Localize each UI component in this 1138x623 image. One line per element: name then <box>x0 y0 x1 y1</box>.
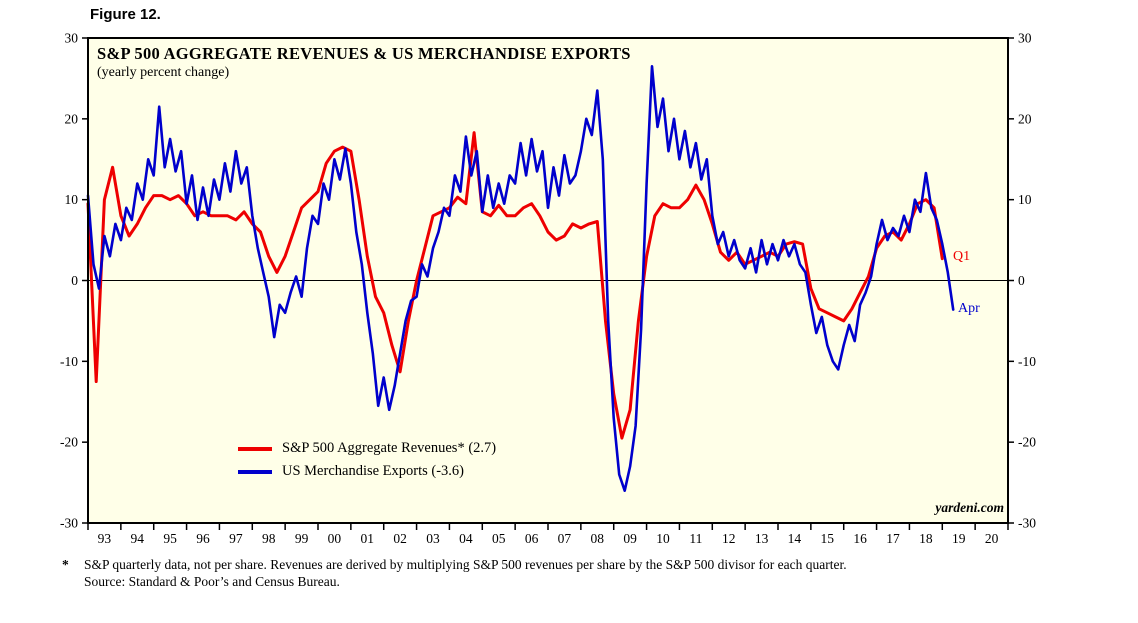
series-line-exports <box>86 65 955 493</box>
footnote-line2: Source: Standard & Poor’s and Census Bur… <box>84 574 340 589</box>
legend: S&P 500 Aggregate Revenues* (2.7) US Mer… <box>238 437 496 483</box>
footnote: * S&P quarterly data, not per share. Rev… <box>62 556 847 590</box>
y-axis-label-left: -10 <box>60 354 78 369</box>
legend-item-revenues: S&P 500 Aggregate Revenues* (2.7) <box>238 437 496 460</box>
legend-swatch-exports <box>238 469 272 474</box>
x-axis-label: 14 <box>788 531 802 546</box>
x-axis-label: 97 <box>229 531 243 546</box>
y-axis-label-left: 20 <box>65 111 79 126</box>
x-axis-label: 12 <box>722 531 736 546</box>
chart-title: S&P 500 AGGREGATE REVENUES & US MERCHAND… <box>97 44 631 63</box>
x-axis-label: 99 <box>295 531 309 546</box>
x-axis-label: 93 <box>98 531 112 546</box>
figure-label: Figure 12. <box>90 6 161 23</box>
x-axis-label: 19 <box>952 531 966 546</box>
x-axis-label: 05 <box>492 531 506 546</box>
x-axis-label: 98 <box>262 531 276 546</box>
x-axis-label: 08 <box>591 531 605 546</box>
series-line-revenues <box>86 131 944 440</box>
chart-subtitle: (yearly percent change) <box>97 65 230 80</box>
y-axis-label-right: 0 <box>1018 273 1025 288</box>
footnote-line1: S&P quarterly data, not per share. Reven… <box>84 557 847 572</box>
x-axis-label: 10 <box>656 531 670 546</box>
x-axis-label: 07 <box>558 531 572 546</box>
y-axis-label-right: 10 <box>1018 192 1032 207</box>
legend-label-revenues: S&P 500 Aggregate Revenues* (2.7) <box>282 440 497 456</box>
y-axis-label-right: -10 <box>1018 354 1036 369</box>
x-axis-label: 20 <box>985 531 999 546</box>
x-axis-label: 94 <box>131 531 145 546</box>
x-axis-label: 06 <box>525 531 539 546</box>
legend-swatch-revenues <box>238 446 272 451</box>
y-axis-label-left: -30 <box>60 516 78 531</box>
x-axis-label: 15 <box>821 531 835 546</box>
x-axis-label: 09 <box>623 531 637 546</box>
x-axis-label: 03 <box>426 531 440 546</box>
x-axis-label: 00 <box>328 531 342 546</box>
annotation-apr: Apr <box>958 301 980 316</box>
x-axis-label: 17 <box>886 531 900 546</box>
credit-yardeni: yardeni.com <box>935 500 1004 515</box>
y-axis-label-left: -20 <box>60 435 78 450</box>
x-axis-label: 18 <box>919 531 933 546</box>
x-axis-label: 95 <box>163 531 177 546</box>
y-axis-label-left: 10 <box>65 192 79 207</box>
x-axis-label: 04 <box>459 531 473 546</box>
x-axis-label: 13 <box>755 531 769 546</box>
legend-item-exports: US Merchandise Exports (-3.6) <box>238 460 496 483</box>
y-axis-label-right: 20 <box>1018 111 1032 126</box>
x-axis-label: 02 <box>393 531 407 546</box>
legend-label-exports: US Merchandise Exports (-3.6) <box>282 463 465 479</box>
y-axis-label-right: -30 <box>1018 516 1036 531</box>
x-axis-label: 96 <box>196 531 210 546</box>
x-axis-label: 11 <box>689 531 702 546</box>
y-axis-label-left: 30 <box>65 31 79 46</box>
footnote-marker: * <box>62 557 69 572</box>
y-axis-label-right: 30 <box>1018 31 1032 46</box>
footnote-text: S&P quarterly data, not per share. Reven… <box>84 556 847 590</box>
annotation-q1: Q1 <box>953 249 971 264</box>
x-axis-label: 16 <box>853 531 867 546</box>
y-axis-label-right: -20 <box>1018 435 1036 450</box>
x-axis-label: 01 <box>361 531 375 546</box>
y-axis-label-left: 0 <box>71 273 78 288</box>
